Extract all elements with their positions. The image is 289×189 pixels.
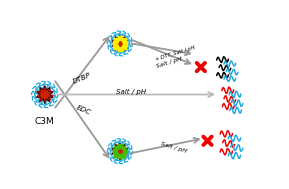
Polygon shape bbox=[123, 149, 127, 153]
Polygon shape bbox=[37, 86, 53, 103]
Polygon shape bbox=[112, 143, 128, 159]
Polygon shape bbox=[114, 153, 118, 157]
Polygon shape bbox=[118, 154, 122, 158]
Text: Salt / pH: Salt / pH bbox=[155, 56, 183, 69]
Text: DTBP: DTBP bbox=[72, 72, 92, 85]
Polygon shape bbox=[114, 45, 118, 49]
Text: Salt / pH: Salt / pH bbox=[160, 141, 187, 154]
Polygon shape bbox=[121, 38, 126, 42]
Polygon shape bbox=[114, 38, 118, 42]
Polygon shape bbox=[118, 46, 122, 51]
Polygon shape bbox=[122, 153, 125, 157]
Polygon shape bbox=[122, 146, 125, 149]
Polygon shape bbox=[114, 146, 118, 149]
Polygon shape bbox=[113, 149, 117, 153]
Polygon shape bbox=[112, 35, 128, 52]
Polygon shape bbox=[123, 41, 127, 46]
Polygon shape bbox=[113, 41, 117, 46]
Polygon shape bbox=[118, 36, 122, 40]
Text: EDC: EDC bbox=[75, 105, 92, 116]
Text: Salt / pH: Salt / pH bbox=[116, 89, 147, 95]
Text: + DTT, Salt / pH: + DTT, Salt / pH bbox=[154, 45, 195, 62]
Polygon shape bbox=[121, 45, 126, 49]
Text: C3M: C3M bbox=[35, 117, 55, 126]
Polygon shape bbox=[118, 144, 122, 148]
